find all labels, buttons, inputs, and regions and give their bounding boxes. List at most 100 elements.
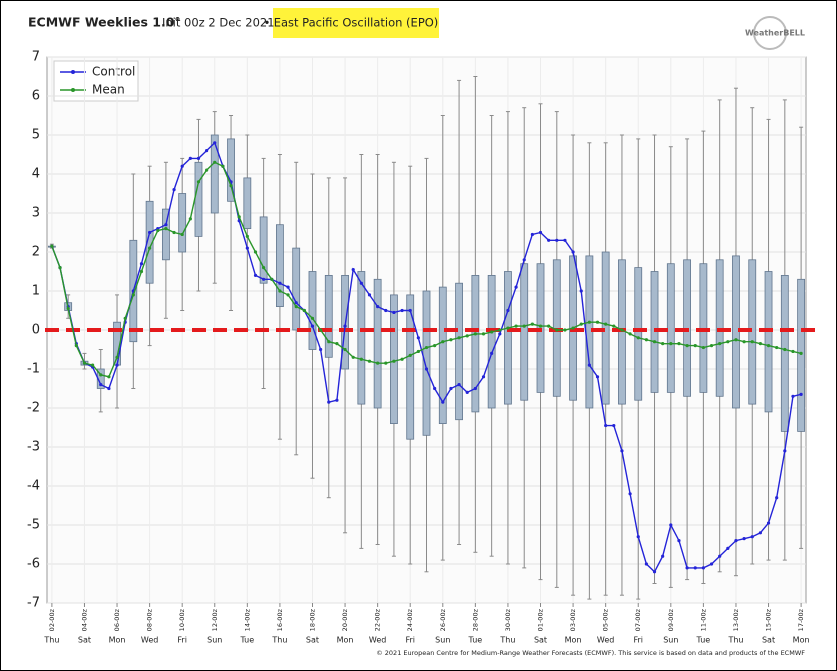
series-point [433, 344, 437, 348]
series-point [661, 554, 665, 558]
series-point [188, 156, 192, 160]
series-point [449, 386, 453, 391]
y-tick-label: -3 [27, 440, 40, 455]
series-point [139, 262, 144, 266]
series-point [547, 324, 551, 328]
series-point [669, 523, 673, 527]
series-point [180, 164, 184, 168]
box [227, 138, 235, 202]
y-tick-label: 5 [32, 128, 40, 143]
series-point [709, 562, 714, 566]
weekday-label: Sat [78, 636, 91, 645]
series-point [107, 375, 111, 379]
series-point [620, 449, 624, 453]
series-point [327, 400, 331, 404]
series-point [245, 246, 249, 250]
box [194, 161, 203, 237]
weekday-label: Thu [727, 636, 743, 645]
series-point [693, 344, 697, 348]
x-tick-label: 06-00z [113, 608, 121, 631]
series-point [221, 164, 225, 168]
series-point [58, 266, 62, 270]
series-point [734, 338, 738, 342]
series-point [555, 328, 559, 332]
series-point [319, 347, 323, 352]
box [276, 224, 284, 307]
box [259, 216, 268, 284]
series-point [392, 310, 396, 315]
series-point [424, 367, 429, 371]
series-point [327, 340, 331, 344]
series-point [213, 141, 217, 145]
box [764, 271, 773, 413]
weekday-label: Thu [499, 636, 515, 645]
series-point [595, 375, 600, 379]
series-point [783, 449, 787, 453]
box [471, 274, 480, 413]
series-point [416, 349, 420, 354]
series-point [685, 566, 689, 570]
series-point [604, 423, 608, 428]
weekday-label: Fri [405, 636, 415, 645]
series-point [294, 301, 298, 305]
x-tick-label: 01-00z [537, 608, 545, 631]
box [390, 294, 398, 424]
series-point [392, 359, 396, 363]
series-point [636, 535, 640, 539]
box [438, 286, 447, 425]
box [178, 193, 187, 253]
series-point [604, 322, 608, 326]
weekday-label: Mon [565, 636, 582, 645]
series-point [766, 521, 771, 525]
series-point [758, 342, 762, 346]
series-point [628, 332, 632, 336]
x-tick-label: 13-00z [732, 608, 740, 631]
legend-label: Mean [92, 83, 125, 97]
series-point [669, 342, 673, 346]
series-point [449, 338, 453, 342]
highlight [273, 8, 439, 38]
series-point [302, 308, 306, 313]
weekday-label: Sat [534, 636, 547, 645]
y-tick-label: -5 [27, 518, 40, 533]
series-point [457, 383, 461, 387]
series-point [91, 363, 95, 367]
series-point [172, 188, 176, 192]
series-point [148, 230, 152, 235]
series-point [620, 328, 624, 332]
series-point [367, 359, 372, 363]
series-point [262, 266, 266, 270]
x-tick-label: 08-00z [146, 608, 154, 631]
series-point [644, 338, 648, 342]
series-point [701, 345, 705, 350]
series-point [367, 293, 372, 297]
series-point [115, 355, 119, 359]
weekday-label: Tue [240, 636, 255, 645]
box [634, 267, 643, 401]
series-point [530, 322, 534, 326]
series-point [376, 305, 380, 309]
box [324, 274, 333, 358]
weekday-label: Sat [306, 636, 319, 645]
box [504, 271, 512, 405]
x-tick-label: 16-00z [276, 608, 284, 631]
box [161, 208, 170, 261]
series-point [473, 332, 477, 336]
series-point [465, 334, 469, 338]
x-tick-label: 02-00z [48, 608, 56, 631]
series-point [310, 324, 315, 328]
series-point [278, 281, 282, 285]
series-point [775, 345, 779, 350]
series-point [555, 238, 559, 242]
series-point [563, 238, 567, 242]
x-tick-label: 30-00z [504, 608, 512, 631]
x-tick-label: 14-00z [243, 608, 251, 631]
series-point [481, 332, 486, 336]
legend-box [53, 60, 139, 102]
series-point [180, 232, 184, 237]
series-point [661, 342, 665, 346]
box [145, 200, 154, 284]
series-point [115, 363, 119, 367]
series-point [563, 328, 567, 332]
